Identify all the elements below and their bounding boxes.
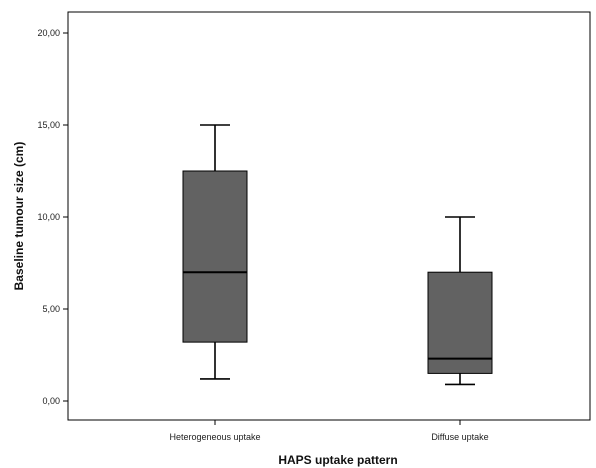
y-axis-title: Baseline tumour size (cm) <box>12 142 26 291</box>
x-axis-title: HAPS uptake pattern <box>278 453 397 467</box>
y-axis: 0,00 5,00 10,00 15,00 20,00 <box>37 28 68 406</box>
iqr-box <box>182 170 248 343</box>
y-tick-label: 0,00 <box>42 396 60 406</box>
box-1 <box>182 124 248 380</box>
y-tick-label: 15,00 <box>37 120 60 130</box>
y-tick-label: 5,00 <box>42 304 60 314</box>
y-tick-label: 10,00 <box>37 212 60 222</box>
x-category-label: Heterogeneous uptake <box>169 432 260 442</box>
x-category-label: Diffuse uptake <box>431 432 488 442</box>
iqr-box <box>427 271 493 374</box>
x-axis: Heterogeneous uptake Diffuse uptake <box>169 420 489 442</box>
y-tick-label: 20,00 <box>37 28 60 38</box>
box-2 <box>427 216 493 386</box>
boxes <box>182 124 493 386</box>
plot-frame <box>67 11 591 421</box>
